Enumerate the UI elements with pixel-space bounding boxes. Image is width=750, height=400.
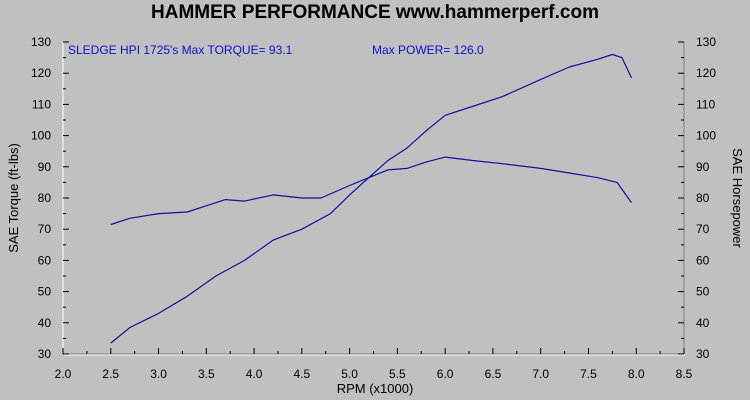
x-tick-label: 2.0: [55, 367, 72, 381]
x-tick-label: 4.0: [246, 367, 263, 381]
y2-tick-label: 50: [696, 285, 710, 299]
annotation-power: Max POWER= 126.0: [372, 43, 484, 57]
y-tick-label: 30: [38, 347, 52, 361]
y2-tick-label: 120: [696, 66, 716, 80]
x-tick-label: 6.0: [437, 367, 454, 381]
x-tick-label: 2.5: [102, 367, 119, 381]
y-axis-ticks: 30 40 50 60 70 80 90 100 110 120 130: [31, 35, 69, 361]
x-tick-label: 3.0: [150, 367, 167, 381]
y-tick-label: 50: [38, 285, 52, 299]
y-tick-label: 40: [38, 316, 52, 330]
x-tick-label: 8.5: [676, 367, 693, 381]
y-tick-label: 110: [32, 97, 51, 111]
y2-tick-label: 70: [696, 222, 710, 236]
y-tick-label: 60: [38, 253, 52, 267]
y2-axis-label: SAE Horsepower: [730, 148, 745, 248]
x-axis-ticks: 2.0 2.5 3.0 3.5 4.0 4.5 5.0 5.5 6.0 6.5 7.0 7.5 8.0 8…: [55, 348, 693, 381]
x-tick-label: 5.5: [389, 367, 406, 381]
y-tick-label: 130: [31, 35, 51, 49]
y2-tick-label: 110: [696, 97, 715, 111]
y-tick-label: 70: [38, 222, 52, 236]
y-tick-label: 100: [31, 129, 51, 143]
y2-tick-label: 60: [696, 253, 710, 267]
y2-tick-label: 40: [696, 316, 710, 330]
y2-tick-label: 90: [696, 160, 710, 174]
y-tick-label: 80: [38, 191, 52, 205]
x-axis-label: RPM (x1000): [337, 381, 414, 396]
x-tick-label: 4.5: [294, 367, 311, 381]
horsepower-series-line: [110, 53, 633, 344]
x-tick-label: 5.0: [341, 367, 358, 381]
y-axis-label: SAE Torque (ft-lbs): [6, 143, 21, 253]
y-tick-label: 120: [31, 66, 51, 80]
x-tick-label: 6.5: [485, 367, 502, 381]
y2-tick-label: 80: [696, 191, 710, 205]
y2-tick-label: 30: [696, 347, 710, 361]
annotation-torque: SLEDGE HPI 1725's Max TORQUE= 93.1: [68, 43, 293, 57]
series-layer: [110, 53, 633, 344]
y2-axis-ticks: 30 40 50 60 70 80 90 100 110 120 130: [678, 35, 716, 361]
x-tick-label: 3.5: [198, 367, 215, 381]
x-tick-label: 8.0: [628, 367, 645, 381]
chart-title: HAMMER PERFORMANCE www.hammerperf.com: [151, 2, 599, 23]
x-tick-label: 7.0: [532, 367, 549, 381]
y2-tick-label: 100: [696, 129, 716, 143]
y2-tick-label: 130: [696, 35, 716, 49]
x-tick-label: 7.5: [580, 367, 597, 381]
y-tick-label: 90: [38, 160, 52, 174]
